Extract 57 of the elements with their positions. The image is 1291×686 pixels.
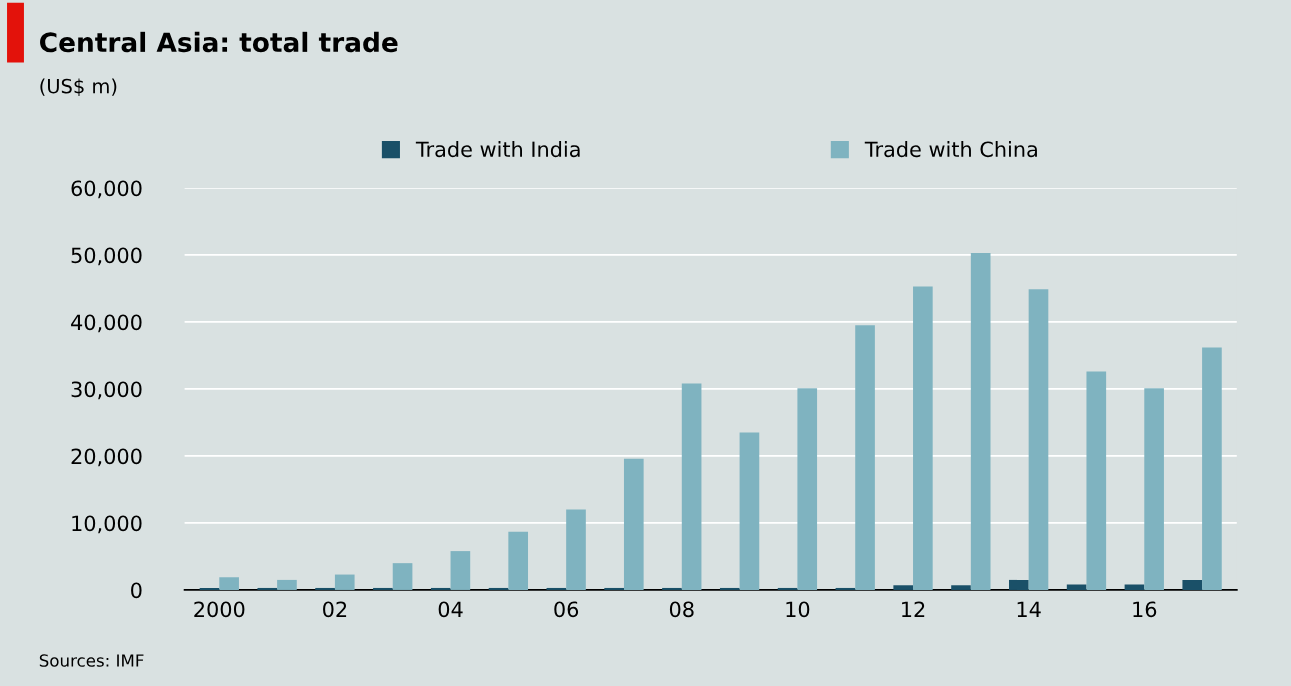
source-note: Sources: IMF [39,654,144,667]
bar [488,587,509,590]
bar [1028,289,1049,590]
bar [913,286,933,590]
bar [893,585,914,590]
bar [315,587,335,590]
chart-subtitle: (US$ m) [40,78,117,97]
x-tick-label: 06 [554,601,579,618]
y-tick-label: 40,000 [71,314,142,333]
bar [430,587,451,590]
bar [1066,584,1087,590]
bar [1144,388,1164,590]
bar [623,458,644,590]
bar [450,551,471,590]
bar [970,252,991,590]
legend-label: Trade with India [415,141,580,158]
bar [604,587,624,590]
bar [739,432,760,590]
bar [855,325,875,590]
bar [1182,579,1203,590]
y-tick-label: 30,000 [71,381,142,400]
chart-title: Central Asia: total trade [40,31,398,53]
bar [662,587,682,590]
x-tick-label: 12 [902,601,925,617]
bar [681,383,702,590]
bar [257,587,278,590]
bar [334,574,355,590]
bar [277,579,297,590]
y-tick-label: 50,000 [71,247,142,266]
bar [566,509,586,590]
bar [1086,371,1107,590]
x-tick-label: 04 [438,601,463,618]
bar [777,587,798,590]
x-tick-label: 08 [669,601,694,618]
legend-label: Trade with China [864,141,1037,158]
bar [508,531,529,590]
bar [835,587,856,590]
y-tick-label: 60,000 [71,180,142,199]
x-tick-label: 02 [323,601,347,618]
bar [797,388,818,590]
y-tick-label: 20,000 [71,448,142,467]
y-tick-label: 0 [131,582,142,599]
x-tick-label: 2000 [194,601,245,618]
bar [1124,584,1145,590]
bar [1009,579,1029,590]
bar [719,587,740,590]
bar [951,585,971,590]
x-tick-label: 16 [1133,601,1157,618]
y-tick-label: 10,000 [72,515,142,534]
bar [199,587,220,590]
x-tick-label: 10 [786,601,810,618]
bar [1202,347,1222,590]
bar [373,587,393,590]
bar [392,563,413,590]
bar [546,587,567,590]
bar [219,577,239,590]
x-tick-label: 14 [1017,601,1041,617]
